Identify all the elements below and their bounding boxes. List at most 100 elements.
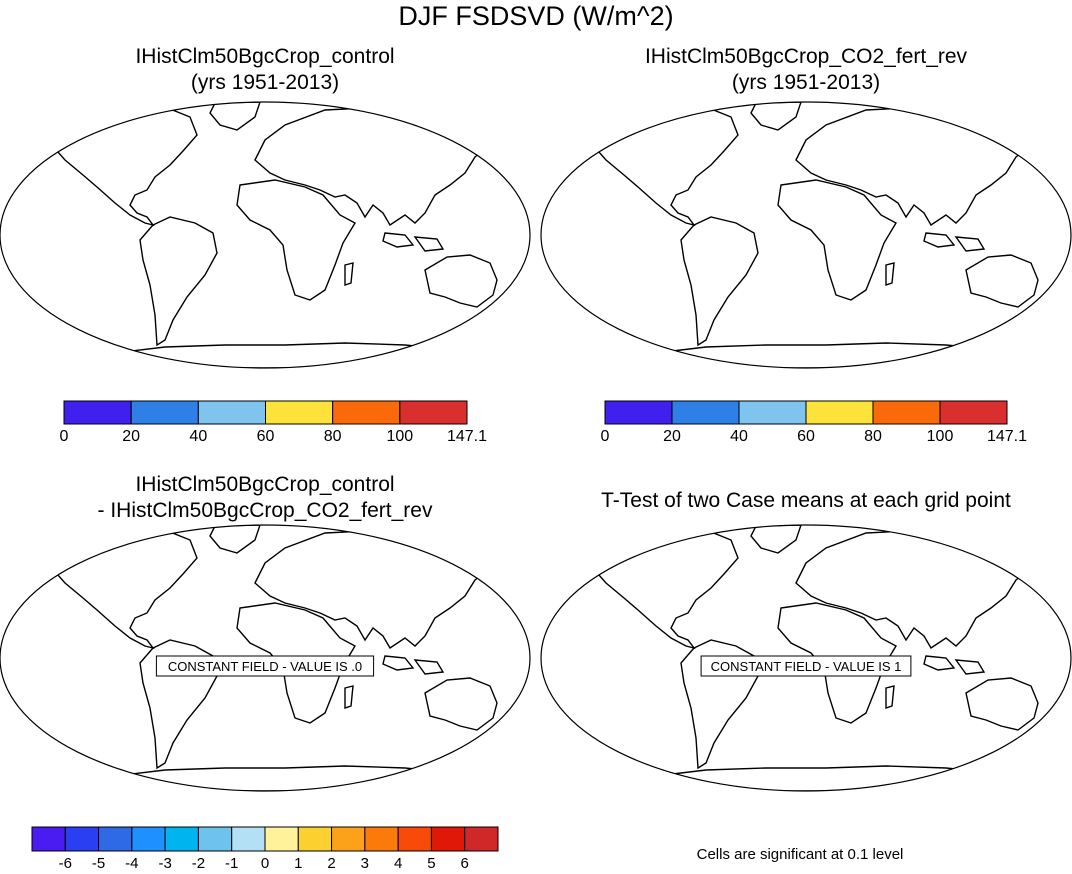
colorbar-tick-label: -6 — [59, 855, 72, 872]
colorbar-tick-label: 4 — [394, 855, 402, 872]
shade-band — [45, 275, 497, 315]
colorbar-tick-label: 40 — [189, 428, 207, 445]
shade-patch — [285, 205, 335, 227]
panel-3-title-line1: IHistClm50BgcCrop_control — [135, 473, 395, 496]
colorbar-swatch — [397, 826, 432, 852]
constant-field-box — [155, 655, 375, 677]
panel-3-map: CONSTANT FIELD - VALUE IS .0 — [0, 524, 531, 792]
colorbar-swatch — [364, 826, 399, 852]
shade-patch — [976, 265, 1036, 305]
shade-patch — [180, 230, 215, 260]
colorbar-swatch — [332, 400, 401, 425]
shade-patch — [435, 265, 495, 305]
colorbar-tick-label: 60 — [797, 428, 815, 445]
shade-band — [45, 102, 497, 165]
colorbar-tick-label: 0 — [601, 428, 610, 445]
colorbar-swatch — [671, 400, 740, 425]
panel-4-title: T-Test of two Case means at each grid po… — [601, 489, 1011, 512]
shade-patch — [831, 275, 871, 300]
colorbar-panel-2: 0 20 40 60 80 100 147.1 — [601, 400, 1027, 445]
colorbar-swatch — [604, 400, 673, 425]
shade-patch — [826, 205, 876, 227]
colorbar-swatch — [64, 826, 100, 852]
colorbar-tick-label: -3 — [158, 855, 171, 872]
colorbar-panel-1: 0 20 40 60 80 100 147.1 — [60, 400, 487, 445]
panel-1-title-line1: IHistClm50BgcCrop_control — [135, 45, 395, 68]
colorbar-tick-label: -1 — [225, 855, 238, 872]
colorbar-tick-label: 0 — [60, 428, 69, 445]
colorbar-tick-label: -5 — [92, 855, 105, 872]
colorbar-tick-label: 80 — [864, 428, 882, 445]
colorbar-tick-label: 2 — [327, 855, 335, 872]
panel-2-title-line2: (yrs 1951-2013) — [731, 71, 881, 94]
colorbar-swatch — [31, 826, 66, 852]
coastline — [44, 102, 498, 368]
shade-band — [45, 245, 497, 275]
colorbar-tick-label: 147.1 — [987, 428, 1027, 445]
significance-note: Cells are significant at 0.1 level — [696, 846, 904, 863]
coastline — [585, 102, 1039, 368]
shade-patch — [706, 305, 731, 345]
colorbar-swatch — [197, 826, 233, 852]
shade-band — [45, 193, 497, 210]
constant-field-box — [700, 655, 912, 677]
colorbar-tick-label: 20 — [122, 428, 140, 445]
panel-2-map — [540, 101, 1072, 369]
map-border — [540, 524, 1072, 792]
constant-field-label: CONSTANT FIELD - VALUE IS .0 — [168, 659, 362, 674]
colorbar-swatch — [98, 826, 133, 852]
shade-band — [45, 315, 497, 343]
colorbar-swatch — [130, 400, 199, 425]
panel-1-map — [0, 101, 531, 369]
shade-patch — [290, 275, 330, 300]
shade-patch — [721, 230, 756, 260]
colorbar-swatch — [197, 400, 266, 425]
panel-4-map: CONSTANT FIELD - VALUE IS 1 — [540, 524, 1072, 792]
colorbar-tick-label: 40 — [730, 428, 748, 445]
colorbar-tick-label: 80 — [324, 428, 342, 445]
panel-1-title-line2: (yrs 1951-2013) — [190, 71, 340, 94]
colorbar-swatch — [264, 826, 299, 852]
panel-2-title-line1: IHistClm50BgcCrop_CO2_fert_rev — [644, 45, 968, 68]
map-border — [540, 101, 1072, 369]
colorbar-tick-label: -2 — [192, 855, 205, 872]
colorbar-tick-label: 100 — [386, 428, 413, 445]
colorbar-tick-label: 0 — [261, 855, 269, 872]
colorbar-tick-label: -4 — [125, 855, 138, 872]
colorbar-swatch — [738, 400, 807, 425]
shade-band — [586, 315, 1038, 343]
colorbar-swatch — [131, 826, 166, 852]
colorbar-swatch — [331, 826, 366, 852]
shade-band — [586, 353, 1038, 368]
shade-band — [586, 102, 1038, 165]
colorbar-swatch — [297, 826, 333, 852]
shade-patch — [165, 305, 190, 345]
map-border — [0, 101, 531, 369]
colorbar-swatch — [939, 400, 1008, 425]
colorbar-swatch — [805, 400, 874, 425]
colorbar-swatch — [430, 826, 466, 852]
colorbar-swatch — [164, 826, 199, 852]
colorbar-swatch — [399, 400, 468, 425]
colorbar-tick-label: 1 — [294, 855, 302, 872]
shade-band — [45, 353, 497, 368]
colorbar-tick-label: 147.1 — [447, 428, 487, 445]
colorbar-tick-label: 3 — [361, 855, 369, 872]
main-title: DJF FSDSVD (W/m^2) — [398, 1, 674, 31]
colorbar-tick-label: 100 — [927, 428, 954, 445]
colorbar-tick-label: 20 — [663, 428, 681, 445]
colorbar-tick-label: 5 — [427, 855, 435, 872]
colorbar-swatch — [265, 400, 334, 425]
colorbar-tick-label: 6 — [461, 855, 469, 872]
colorbar-tick-label: 60 — [257, 428, 275, 445]
map-border — [0, 524, 531, 792]
colorbar-swatch — [464, 826, 499, 852]
colorbar-swatch — [872, 400, 941, 425]
colorbar-swatch — [63, 400, 132, 425]
panel-3-title-line2: - IHistClm50BgcCrop_CO2_fert_rev — [97, 499, 433, 522]
shade-band — [586, 193, 1038, 210]
shade-band — [586, 275, 1038, 315]
constant-field-label: CONSTANT FIELD - VALUE IS 1 — [711, 659, 902, 674]
shade-band — [586, 245, 1038, 275]
